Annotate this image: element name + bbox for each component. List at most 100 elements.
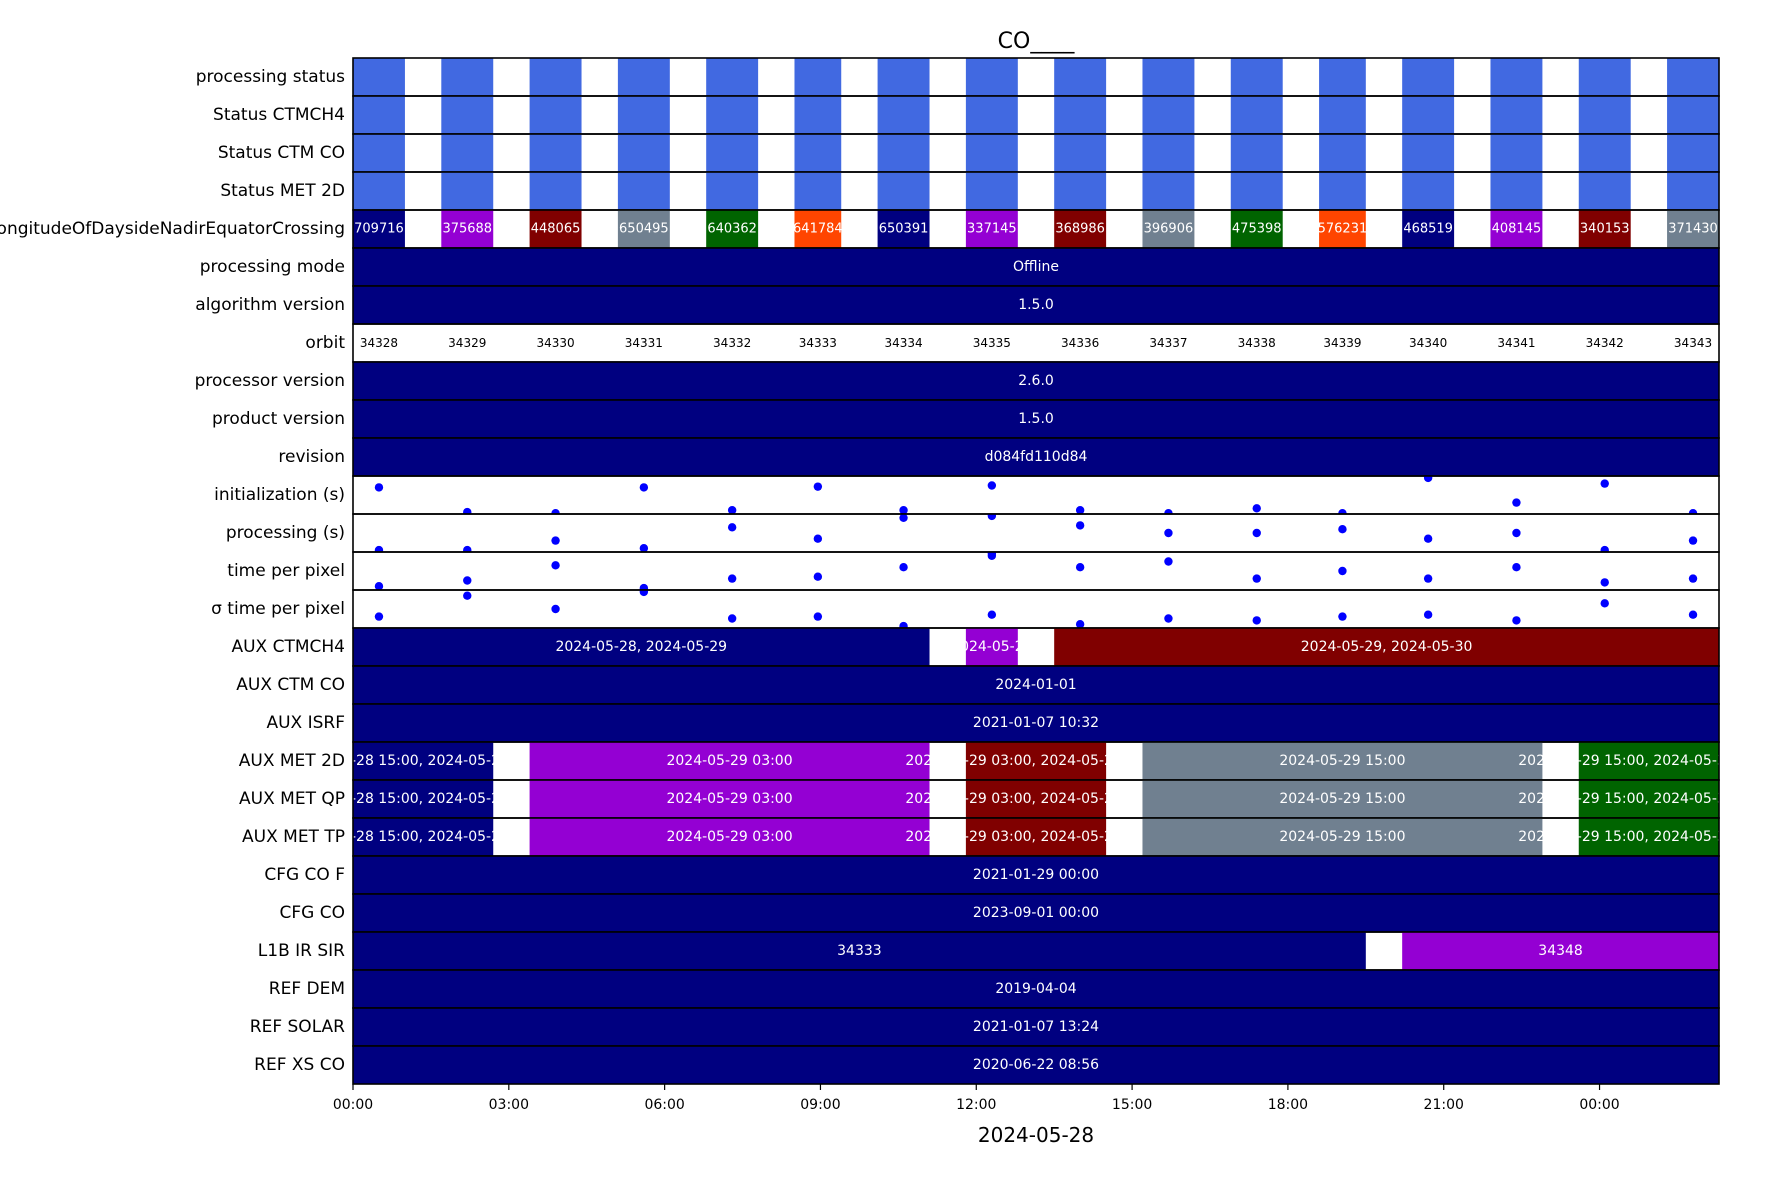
- status-block: [353, 172, 405, 210]
- row-label: AUX ISRF: [266, 713, 345, 733]
- data-point: [899, 621, 908, 628]
- x-tick-label: 12:00: [956, 1097, 996, 1113]
- segment-label: 2024-05-28, 2024-05-29: [555, 639, 727, 655]
- data-point: [1164, 557, 1173, 566]
- status-block: [877, 58, 930, 96]
- row-label: AUX MET QP: [239, 789, 345, 809]
- segment-label: 2024-05-29 15:00, 2024-05-30 03:00: [1518, 829, 1771, 845]
- data-point: [813, 482, 823, 491]
- row-content: 2024-01-01: [353, 666, 1719, 704]
- segment-label: 2024-05-28 15:00, 2024-05-29 03:00: [293, 753, 554, 769]
- row-content: 2.6.0: [353, 362, 1719, 400]
- status-block: [706, 96, 759, 134]
- row-content: 1.5.0: [353, 400, 1719, 438]
- data-point: [987, 552, 997, 560]
- status-block: [877, 96, 930, 134]
- status-block: [794, 134, 842, 172]
- row-content: 2021-01-07 13:24: [353, 1008, 1719, 1046]
- status-block: [1142, 58, 1195, 96]
- data-point: [639, 544, 649, 552]
- data-point: [374, 612, 384, 621]
- orbit-number: 34336: [1061, 336, 1099, 350]
- status-block: [441, 172, 494, 210]
- value-label: Offline: [1013, 259, 1059, 275]
- status-block: [877, 134, 930, 172]
- x-tick-label: 15:00: [1112, 1097, 1152, 1113]
- row-label: REF XS CO: [254, 1055, 345, 1075]
- status-block: [1578, 96, 1631, 134]
- status-block: [1402, 96, 1455, 134]
- data-point: [987, 481, 997, 490]
- data-point: [899, 563, 908, 572]
- data-point: [1600, 545, 1609, 552]
- segment-block: [1054, 628, 1719, 666]
- row-content: 2024-05-28 15:00, 2024-05-29 03:00 2024-0…: [353, 818, 1771, 856]
- value-label: 368986: [1055, 222, 1105, 237]
- status-block: [706, 134, 759, 172]
- row-label: product version: [212, 409, 345, 429]
- value-block: [353, 248, 1719, 286]
- data-point: [1688, 574, 1698, 583]
- segment-block: [529, 742, 930, 780]
- row-content: 2020-06-22 08:56: [353, 1046, 1719, 1084]
- value-block: [794, 210, 842, 248]
- status-block: [965, 134, 1018, 172]
- row-content: [353, 96, 1719, 134]
- data-point: [463, 591, 472, 600]
- status-block: [353, 58, 405, 96]
- status-block: [794, 172, 842, 210]
- row-content: 34328 34329 34330 34331 34332 34333 34334 34335…: [360, 336, 1712, 350]
- value-block: [877, 210, 930, 248]
- row: processing status: [196, 57, 1720, 97]
- orbit-number: 34333: [799, 336, 837, 350]
- data-point: [1252, 504, 1261, 513]
- row: Offline processing mode: [200, 247, 1720, 287]
- segment-label: 2024-05-29 15:00: [1279, 829, 1405, 845]
- orbit-number: 34334: [884, 336, 922, 350]
- value-label: 371430: [1668, 222, 1718, 237]
- status-block: [617, 172, 670, 210]
- status-block: [877, 172, 930, 210]
- row: 2024-05-28, 2024-05-29 2024-05-29 2024-05-…: [231, 627, 1720, 667]
- data-point: [1423, 476, 1433, 483]
- orbit-number: 34339: [1323, 336, 1361, 350]
- value-label: 475398: [1232, 222, 1282, 237]
- segment-block: [1578, 780, 1719, 818]
- row-content: [353, 172, 1719, 210]
- row-content: [374, 552, 1698, 590]
- row-label: L1B IR SIR: [258, 941, 345, 961]
- status-block: [706, 58, 759, 96]
- value-label: 650495: [619, 222, 669, 237]
- value-label: 2020-06-22 08:56: [973, 1057, 1099, 1073]
- value-block: [353, 894, 1719, 932]
- row: 2024-05-28 15:00, 2024-05-29 03:00 2024-0…: [242, 817, 1771, 857]
- status-block: [1667, 172, 1719, 210]
- row: σ time per pixel: [211, 589, 1720, 629]
- value-block: [1142, 210, 1195, 248]
- status-block: [1142, 96, 1195, 134]
- value-label: 337145: [967, 222, 1017, 237]
- segment-label: 2024-05-29 03:00: [666, 753, 792, 769]
- segment-block: [965, 818, 1107, 856]
- value-label: 2021-01-29 00:00: [973, 867, 1099, 883]
- row: Status MET 2D: [220, 171, 1720, 211]
- value-label: 1.5.0: [1018, 297, 1054, 313]
- row-label: processor version: [195, 371, 345, 391]
- value-block: [1319, 210, 1366, 248]
- row-label: Status CTM CO: [218, 143, 345, 163]
- value-label: d084fd110d84: [985, 449, 1088, 465]
- status-block: [1402, 58, 1455, 96]
- row: initialization (s): [214, 475, 1720, 515]
- segment-block: [1578, 818, 1719, 856]
- row: 34328 34329 34330 34331 34332 34333 34334 34335…: [305, 323, 1720, 363]
- row-content: [374, 476, 1698, 514]
- status-block: [1667, 96, 1719, 134]
- orbit-number: 34337: [1149, 336, 1187, 350]
- segment-block: [1142, 742, 1543, 780]
- row-label: Status CTMCH4: [213, 105, 345, 125]
- segment-block: [529, 780, 930, 818]
- data-point: [813, 612, 823, 621]
- data-point: [374, 545, 384, 552]
- value-block: [1578, 210, 1631, 248]
- value-block: [353, 1008, 1719, 1046]
